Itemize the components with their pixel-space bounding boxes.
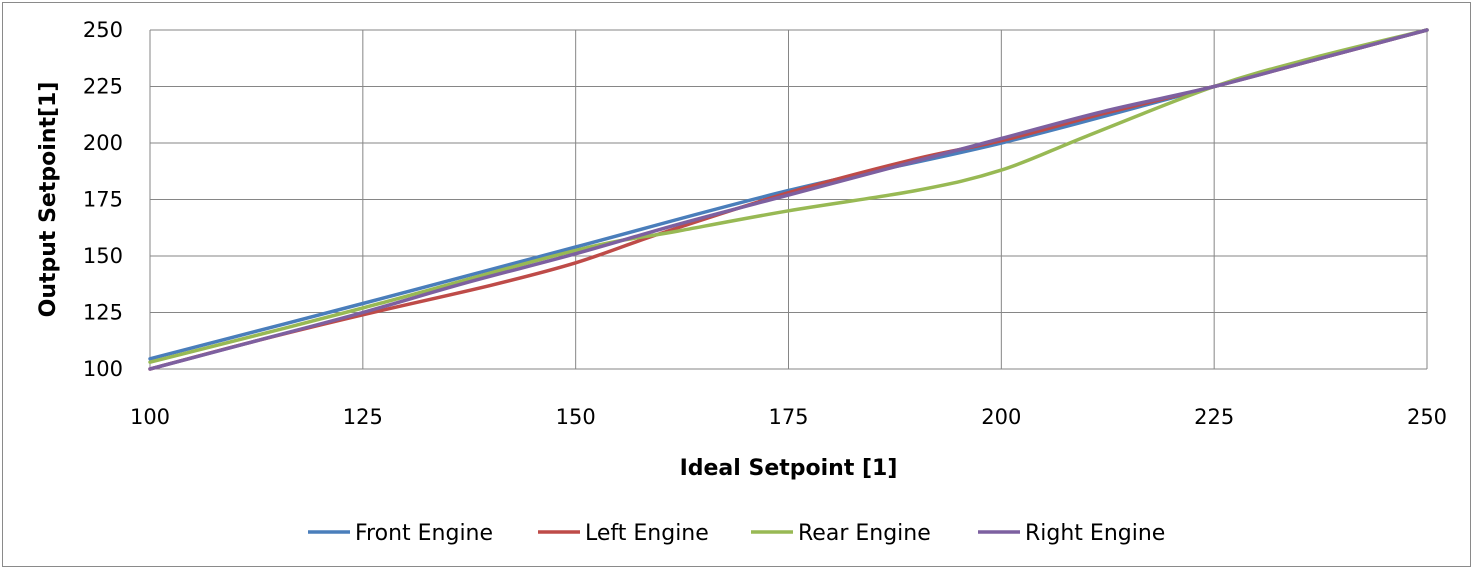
y-tick-label: 100	[83, 357, 123, 381]
legend-label-rear-engine: Rear Engine	[798, 521, 931, 546]
y-tick-label: 175	[83, 188, 123, 212]
y-tick-labels: 100 125 150 175 200 225 250	[83, 18, 123, 381]
y-tick-label: 200	[83, 131, 123, 155]
y-tick-label: 125	[83, 301, 123, 325]
y-tick-label: 250	[83, 18, 123, 42]
y-axis-title: Output Setpoint[1]	[36, 82, 61, 318]
y-tick-label: 225	[83, 75, 123, 99]
legend-label-right-engine: Right Engine	[1025, 521, 1165, 546]
legend-label-left-engine: Left Engine	[585, 521, 709, 546]
x-tick-label: 175	[768, 405, 808, 429]
x-tick-label: 125	[343, 405, 383, 429]
legend: Front Engine Left Engine Rear Engine Right …	[308, 521, 1165, 546]
x-axis-title: Ideal Setpoint [1]	[680, 456, 898, 481]
x-tick-labels: 100 125 150 175 200 225 250	[130, 405, 1447, 429]
x-tick-label: 100	[130, 405, 170, 429]
legend-label-front-engine: Front Engine	[355, 521, 493, 546]
x-tick-label: 225	[1194, 405, 1234, 429]
grid-lines	[149, 29, 1428, 370]
x-tick-label: 250	[1407, 405, 1447, 429]
x-tick-label: 150	[556, 405, 596, 429]
series-lines	[148, 28, 1429, 371]
y-tick-label: 150	[83, 244, 123, 268]
x-tick-label: 200	[981, 405, 1021, 429]
series-line-right-engine	[148, 28, 1429, 371]
